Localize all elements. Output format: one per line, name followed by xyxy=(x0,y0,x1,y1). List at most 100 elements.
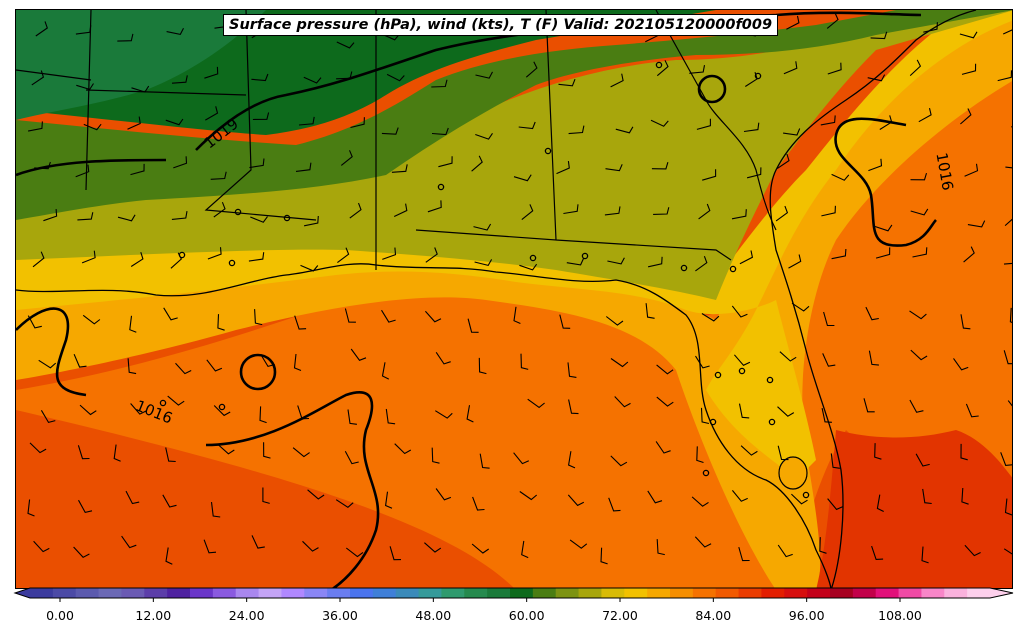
colorbar-segment xyxy=(487,588,511,598)
wind-barb xyxy=(513,452,530,465)
colorbar-segment xyxy=(75,588,100,598)
wind-barb xyxy=(731,209,747,220)
wind-barb xyxy=(35,21,48,37)
wind-barb xyxy=(556,161,570,175)
wind-barb xyxy=(77,212,94,221)
wind-barb xyxy=(963,246,975,263)
colorbar-tick-label: 48.00 xyxy=(415,608,452,623)
station-marker xyxy=(802,491,810,499)
wind-barb xyxy=(700,407,710,425)
wind-barb xyxy=(435,410,453,419)
wind-barb xyxy=(656,364,674,375)
wind-barb xyxy=(820,115,836,126)
temperature-colorbar xyxy=(13,587,1014,602)
wind-barb xyxy=(27,315,42,329)
wind-barb xyxy=(127,358,137,375)
colorbar-tick-label: 12.00 xyxy=(135,608,172,623)
wind-barb xyxy=(117,33,134,42)
colorbar-segment xyxy=(830,588,854,598)
colorbar-tick-label: 36.00 xyxy=(322,608,358,623)
colorbar-segment xyxy=(98,588,122,598)
wind-barb xyxy=(38,359,57,369)
temperature-region-mid-green xyxy=(16,10,266,120)
colorbar-segment xyxy=(852,588,877,598)
wind-barb xyxy=(167,395,185,406)
isobar-1016-center xyxy=(205,391,380,588)
wind-barb xyxy=(568,399,579,415)
wind-barb xyxy=(394,443,412,455)
wind-barb xyxy=(610,358,629,368)
colorbar-tick-label: 72.00 xyxy=(602,608,638,623)
wind-barb xyxy=(1003,548,1012,555)
wind-barb xyxy=(698,203,711,220)
wind-barb xyxy=(521,204,534,221)
station-marker xyxy=(754,72,762,80)
wind-barb xyxy=(694,536,712,548)
wind-barb xyxy=(822,353,836,367)
wind-barb xyxy=(655,441,671,454)
wind-barb xyxy=(1003,262,1012,265)
wind-barb xyxy=(427,200,442,213)
wind-barb xyxy=(250,216,268,223)
wind-barb xyxy=(249,158,265,169)
wind-barb xyxy=(302,540,319,552)
wind-barb xyxy=(967,220,986,228)
wind-barb xyxy=(163,307,178,321)
wind-barb xyxy=(117,214,136,222)
wind-barb xyxy=(656,60,669,77)
wind-barb xyxy=(130,163,145,176)
wind-barb xyxy=(651,162,669,170)
wind-barb xyxy=(960,314,971,330)
wind-barb xyxy=(912,247,928,258)
wind-barb xyxy=(127,116,141,130)
wind-barb xyxy=(248,252,265,262)
wind-barb xyxy=(381,127,399,135)
wind-barb xyxy=(294,315,307,330)
colorbar-segment xyxy=(30,588,54,598)
wind-barb xyxy=(831,248,847,260)
wind-barb xyxy=(300,264,319,272)
wind-barb xyxy=(910,208,929,216)
colorbar-segment xyxy=(761,588,785,598)
wind-barb xyxy=(777,544,793,558)
colorbar-segment xyxy=(258,588,282,598)
wind-barb xyxy=(345,547,364,558)
wind-barb xyxy=(960,443,968,461)
station-marker xyxy=(283,214,291,222)
wind-barb xyxy=(336,71,353,80)
state-border-1 xyxy=(85,10,732,270)
isobar-1016-east xyxy=(834,117,937,247)
wind-barb xyxy=(647,490,663,504)
wind-barb xyxy=(217,444,235,455)
wind-barb xyxy=(702,169,717,181)
wind-barb xyxy=(79,404,97,416)
wind-barb xyxy=(431,127,449,136)
wind-barb xyxy=(865,306,879,321)
atlantic-coastline xyxy=(769,10,977,588)
wind-barb xyxy=(171,75,188,84)
wind-barb xyxy=(251,535,265,549)
colorbar-segment xyxy=(372,588,397,598)
wind-barb xyxy=(567,362,577,378)
wind-barb xyxy=(863,398,875,413)
wind-barb xyxy=(777,445,789,461)
wind-barb xyxy=(260,354,275,368)
wind-barb xyxy=(466,405,474,423)
wind-barb xyxy=(614,396,631,408)
wind-barb xyxy=(615,126,634,134)
wind-barb xyxy=(513,174,532,182)
wind-barb xyxy=(467,318,479,333)
wind-barb xyxy=(910,172,928,181)
isobar-1016-west xyxy=(16,307,87,397)
isobar-closed-high xyxy=(697,74,727,104)
wind-barb xyxy=(569,539,588,549)
wind-barb xyxy=(40,410,56,424)
wind-barb xyxy=(739,250,754,265)
colorbar-outline xyxy=(13,587,1014,599)
wind-barb xyxy=(385,408,396,425)
wind-barb xyxy=(254,309,263,326)
wind-barb xyxy=(695,355,710,369)
station-marker xyxy=(178,251,186,259)
wind-barb xyxy=(868,350,879,366)
wind-barb xyxy=(605,164,623,172)
